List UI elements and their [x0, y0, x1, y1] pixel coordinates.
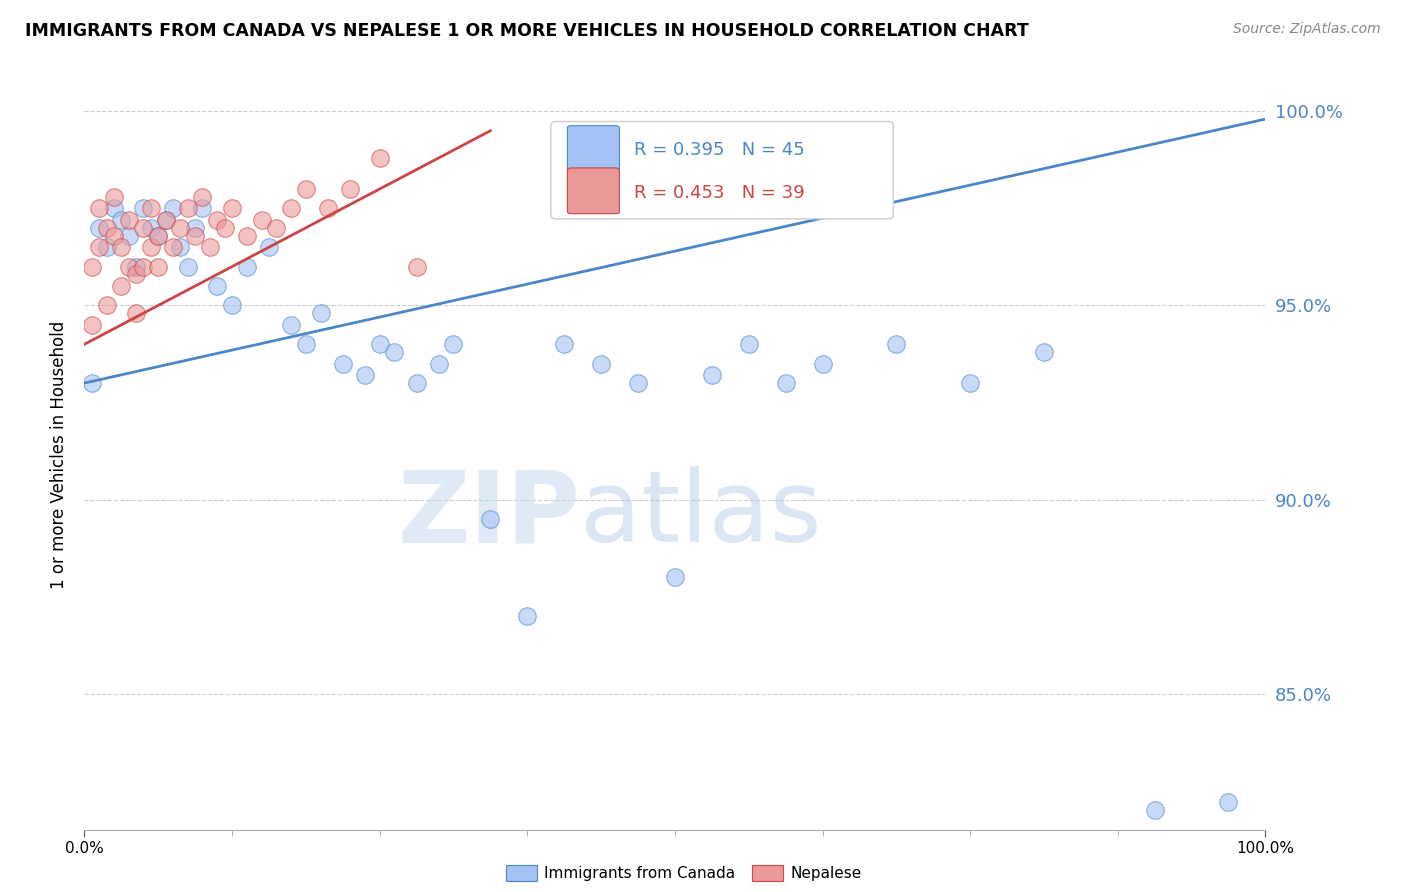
Text: Source: ZipAtlas.com: Source: ZipAtlas.com: [1233, 22, 1381, 37]
Point: [118, 260, 141, 274]
Y-axis label: 1 or more Vehicles in Household: 1 or more Vehicles in Household: [49, 321, 67, 589]
Point: [280, 202, 302, 216]
Point: [191, 202, 214, 216]
Point: [80, 318, 103, 332]
Point: [162, 202, 184, 216]
Point: [139, 202, 162, 216]
Text: R = 0.453   N = 39: R = 0.453 N = 39: [634, 184, 804, 202]
Point: [80, 376, 103, 390]
Point: [103, 190, 125, 204]
Point: [132, 202, 155, 216]
Point: [110, 279, 132, 293]
Point: [148, 228, 170, 243]
Point: [354, 368, 377, 383]
Point: [280, 318, 302, 332]
Point: [886, 337, 908, 351]
Point: [959, 376, 981, 390]
Point: [221, 298, 243, 312]
Point: [443, 337, 465, 351]
Point: [235, 228, 259, 243]
Point: [295, 182, 318, 196]
Point: [384, 345, 406, 359]
Point: [405, 376, 427, 390]
Point: [811, 357, 834, 371]
Point: [405, 260, 427, 274]
Point: [184, 228, 207, 243]
Point: [87, 240, 111, 254]
Text: atlas: atlas: [581, 467, 823, 564]
Point: [339, 182, 361, 196]
Point: [264, 220, 288, 235]
Point: [148, 260, 170, 274]
Point: [207, 213, 229, 227]
Point: [110, 213, 132, 227]
Point: [235, 260, 259, 274]
Point: [1143, 803, 1166, 817]
FancyBboxPatch shape: [568, 168, 620, 214]
Point: [132, 220, 155, 235]
Point: [118, 213, 141, 227]
Point: [155, 213, 177, 227]
Point: [87, 220, 111, 235]
Point: [191, 190, 214, 204]
Point: [1033, 345, 1056, 359]
Point: [96, 298, 118, 312]
Point: [257, 240, 280, 254]
Point: [221, 202, 243, 216]
Point: [627, 376, 650, 390]
Point: [479, 512, 502, 526]
Point: [295, 337, 318, 351]
Point: [162, 240, 184, 254]
Point: [775, 376, 797, 390]
Point: [169, 220, 191, 235]
Text: Immigrants from Canada: Immigrants from Canada: [544, 866, 735, 880]
FancyBboxPatch shape: [568, 126, 620, 171]
Point: [214, 220, 236, 235]
Point: [110, 240, 132, 254]
Point: [132, 260, 155, 274]
Point: [148, 228, 170, 243]
Point: [125, 260, 148, 274]
FancyBboxPatch shape: [551, 121, 893, 219]
Point: [96, 220, 118, 235]
Point: [118, 228, 141, 243]
Point: [368, 337, 391, 351]
Text: R = 0.395   N = 45: R = 0.395 N = 45: [634, 142, 804, 160]
Point: [516, 609, 538, 624]
Point: [87, 202, 111, 216]
Text: Nepalese: Nepalese: [790, 866, 862, 880]
Point: [139, 240, 162, 254]
Point: [553, 337, 575, 351]
Point: [125, 268, 148, 282]
Point: [700, 368, 723, 383]
Point: [80, 260, 103, 274]
Point: [177, 202, 200, 216]
Point: [316, 202, 339, 216]
Point: [427, 357, 450, 371]
Point: [125, 306, 148, 320]
Point: [1218, 796, 1240, 810]
Point: [198, 240, 221, 254]
Point: [155, 213, 177, 227]
Point: [96, 240, 118, 254]
Point: [139, 220, 162, 235]
Point: [103, 228, 125, 243]
Point: [250, 213, 273, 227]
Point: [169, 240, 191, 254]
Point: [591, 357, 613, 371]
Point: [207, 279, 229, 293]
Point: [309, 306, 332, 320]
Text: ZIP: ZIP: [398, 467, 581, 564]
Point: [103, 202, 125, 216]
Text: IMMIGRANTS FROM CANADA VS NEPALESE 1 OR MORE VEHICLES IN HOUSEHOLD CORRELATION C: IMMIGRANTS FROM CANADA VS NEPALESE 1 OR …: [25, 22, 1029, 40]
Point: [664, 570, 686, 584]
Point: [184, 220, 207, 235]
Point: [332, 357, 354, 371]
Point: [368, 151, 391, 165]
Point: [177, 260, 200, 274]
Point: [738, 337, 761, 351]
